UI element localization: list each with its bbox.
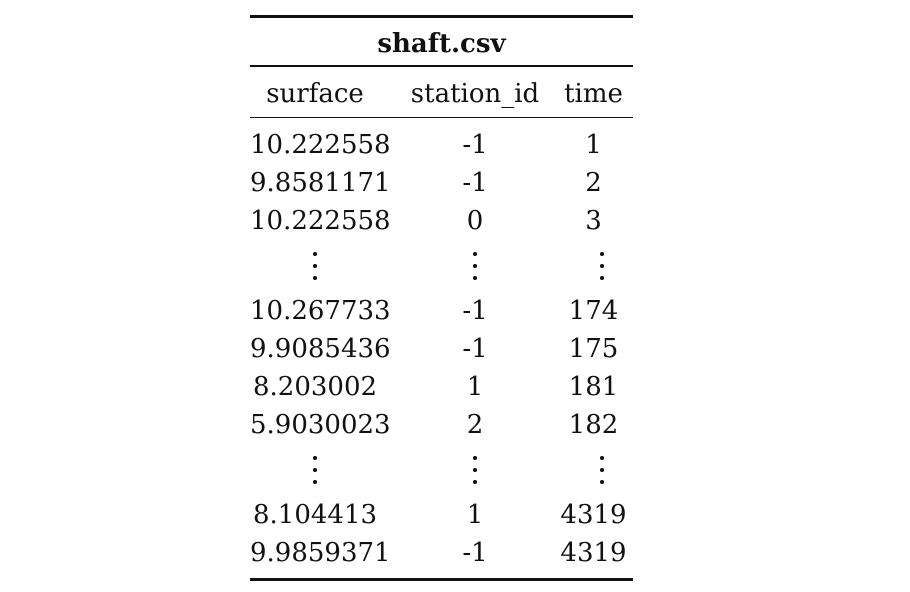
title-rule [250, 65, 633, 67]
table-row: 8.104413 1 4319 [250, 496, 633, 534]
cell-station-id: 0 [466, 206, 484, 236]
cell-station-id: -1 [462, 296, 488, 326]
table-row: 8.203002 1 181 [250, 368, 633, 406]
ellipsis-row [250, 444, 633, 496]
table-row: 5.9030023 2 182 [250, 406, 633, 444]
cell-time: 2 [585, 168, 602, 198]
cell-surface: 10.222558 [250, 206, 391, 236]
table-row: 9.9859371 -1 4319 [250, 534, 633, 572]
cell-station-id: 1 [466, 500, 484, 530]
cell-time: 4319 [560, 500, 627, 530]
vertical-ellipsis-icon [313, 252, 317, 282]
ellipsis-row [250, 240, 633, 292]
vertical-ellipsis-icon [473, 456, 477, 486]
cell-surface: 5.9030023 [250, 410, 391, 440]
cell-surface: 9.9085436 [250, 334, 391, 364]
column-header-station-id: station_id [410, 78, 540, 109]
table-row: 9.9085436 -1 175 [250, 330, 633, 368]
cell-station-id: 2 [466, 410, 484, 440]
cell-surface: 9.8581171 [250, 168, 391, 198]
table-row: 9.8581171 -1 2 [250, 164, 633, 202]
cell-time: 175 [568, 334, 619, 364]
column-header-time: time [564, 78, 623, 109]
vertical-ellipsis-icon [600, 456, 604, 486]
cell-time: 1 [585, 130, 602, 160]
cell-station-id: -1 [462, 168, 488, 198]
table-row: 10.267733 -1 174 [250, 292, 633, 330]
cell-station-id: -1 [462, 130, 488, 160]
header-row: surface station_id time [250, 67, 633, 117]
top-rule [250, 15, 633, 18]
cell-surface: 10.267733 [250, 296, 391, 326]
vertical-ellipsis-icon [473, 252, 477, 282]
cell-time: 182 [568, 410, 619, 440]
cell-surface: 8.104413 [252, 500, 378, 530]
vertical-ellipsis-icon [313, 456, 317, 486]
header-rule [250, 116, 633, 118]
table-row: 10.222558 -1 1 [250, 126, 633, 164]
cell-surface: 9.9859371 [250, 538, 391, 568]
table-title: shaft.csv [377, 29, 506, 59]
cell-station-id: -1 [462, 538, 488, 568]
cell-surface: 10.222558 [250, 130, 391, 160]
table-row: 10.222558 0 3 [250, 202, 633, 240]
cell-surface: 8.203002 [252, 372, 378, 402]
cell-time: 4319 [560, 538, 627, 568]
cell-time: 174 [568, 296, 619, 326]
data-table: shaft.csv surface station_id time 10.222… [250, 15, 633, 581]
table-body: 10.222558 -1 1 9.8581171 -1 2 10.222558 … [250, 126, 633, 572]
vertical-ellipsis-icon [600, 252, 604, 282]
cell-time: 3 [585, 206, 602, 236]
cell-station-id: 1 [466, 372, 484, 402]
column-header-surface: surface [266, 78, 364, 109]
cell-station-id: -1 [462, 334, 488, 364]
bottom-rule [250, 578, 633, 581]
cell-time: 181 [568, 372, 619, 402]
